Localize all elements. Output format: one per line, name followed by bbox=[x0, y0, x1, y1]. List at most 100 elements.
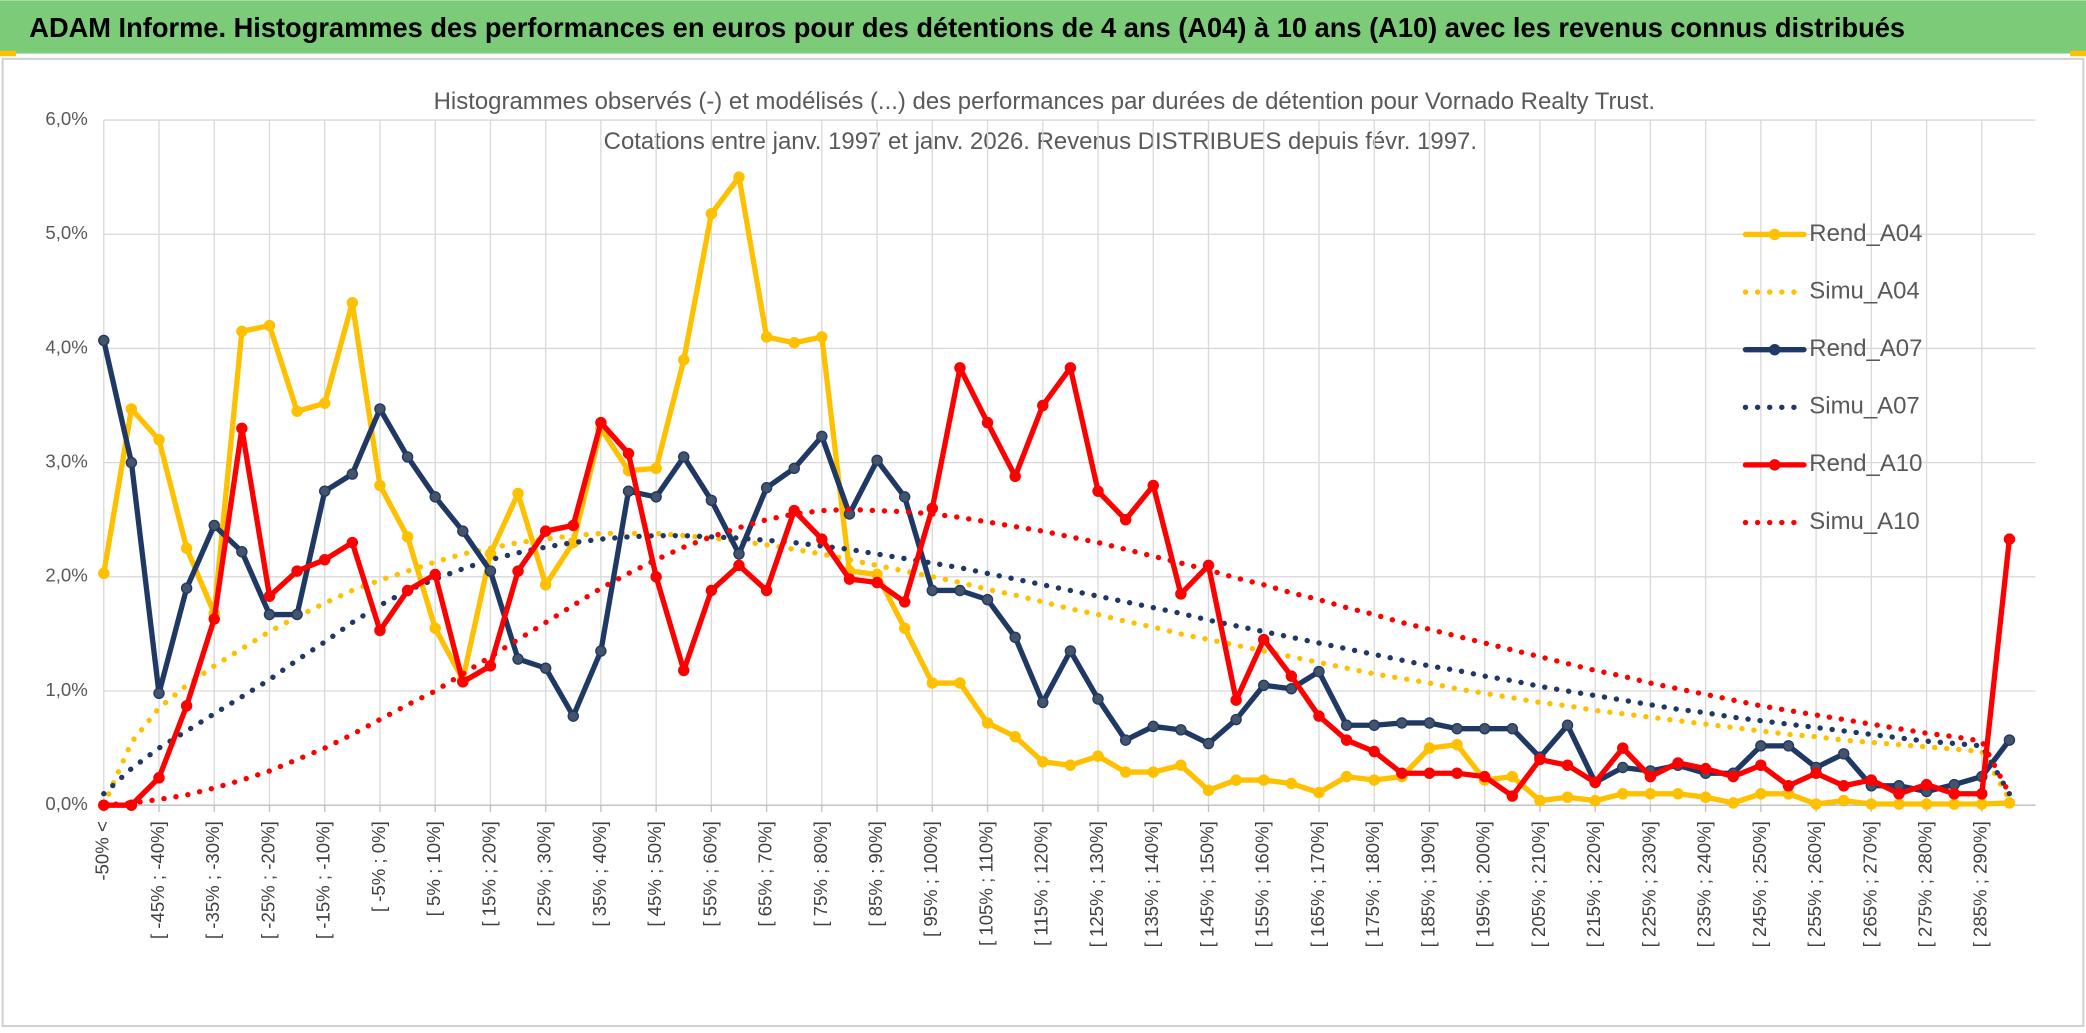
point bbox=[153, 687, 165, 700]
x-tick-label: -50% < bbox=[92, 821, 113, 880]
point bbox=[539, 579, 552, 591]
point bbox=[1340, 770, 1353, 783]
point bbox=[1506, 770, 1519, 783]
point bbox=[1451, 722, 1463, 735]
point bbox=[153, 434, 165, 446]
point bbox=[180, 700, 193, 712]
x-tick-label: [ 5% ; 10%] bbox=[423, 821, 444, 916]
point bbox=[1672, 788, 1684, 800]
x-tick-label: [ 15% ; 20%] bbox=[478, 821, 499, 927]
point bbox=[153, 772, 165, 784]
point bbox=[1617, 761, 1629, 774]
x-tick-label: [ 75% ; 80%] bbox=[810, 821, 831, 927]
point bbox=[1064, 759, 1077, 771]
point bbox=[705, 584, 718, 597]
x-tick-label: [ 185% ; 190%] bbox=[1417, 821, 1438, 947]
point bbox=[236, 545, 248, 558]
x-tick-label: [ 135% ; 140%] bbox=[1141, 821, 1162, 947]
point bbox=[1147, 479, 1159, 492]
point bbox=[318, 397, 331, 409]
point bbox=[429, 568, 441, 581]
point bbox=[843, 573, 856, 585]
point bbox=[1561, 759, 1574, 771]
point bbox=[1561, 791, 1574, 803]
point bbox=[1258, 633, 1270, 646]
x-tick-label: [ 165% ; 170%] bbox=[1307, 821, 1328, 947]
x-tick-label: [ 265% ; 270%] bbox=[1859, 821, 1880, 947]
y-tick-label: 1,0% bbox=[45, 679, 87, 700]
point bbox=[98, 567, 110, 580]
point bbox=[2003, 797, 2016, 809]
point bbox=[1920, 798, 1933, 810]
x-tick-label: [ -35% ; -30%] bbox=[202, 821, 223, 939]
x-tick-label: [ 145% ; 150%] bbox=[1196, 821, 1217, 947]
point bbox=[236, 325, 248, 338]
point bbox=[1451, 738, 1463, 751]
point bbox=[180, 542, 193, 554]
point bbox=[1423, 767, 1436, 779]
point bbox=[1313, 710, 1325, 722]
legend-marker bbox=[1768, 343, 1781, 356]
point bbox=[291, 565, 303, 577]
point bbox=[981, 416, 994, 429]
point bbox=[1534, 753, 1546, 766]
point bbox=[678, 664, 690, 677]
point bbox=[1202, 784, 1215, 797]
point bbox=[1368, 745, 1380, 758]
point bbox=[595, 416, 607, 429]
point bbox=[1782, 780, 1795, 792]
x-tick-label: [ 35% ; 40%] bbox=[589, 821, 610, 927]
point bbox=[1727, 797, 1739, 809]
point bbox=[650, 571, 662, 583]
x-tick-label: [ 195% ; 200%] bbox=[1473, 821, 1494, 947]
point bbox=[318, 553, 331, 566]
point bbox=[898, 491, 911, 503]
point bbox=[733, 171, 745, 183]
point bbox=[2003, 734, 2016, 746]
legend-marker bbox=[1768, 228, 1781, 241]
y-tick-label: 5,0% bbox=[45, 222, 87, 243]
point bbox=[595, 645, 607, 657]
point bbox=[1755, 740, 1767, 752]
point bbox=[1561, 719, 1574, 731]
x-tick-label: [ 155% ; 160%] bbox=[1252, 821, 1273, 947]
point bbox=[1340, 719, 1353, 731]
legend-label: Rend_A04 bbox=[1809, 220, 1922, 247]
point bbox=[125, 403, 138, 415]
x-tick-label: [ -5% ; 0%] bbox=[368, 821, 389, 912]
x-tick-label: [ 115% ; 120%] bbox=[1031, 821, 1052, 946]
x-tick-label: [ 105% ; 110%] bbox=[975, 821, 996, 946]
point bbox=[539, 662, 552, 674]
x-tick-label: [ 125% ; 130%] bbox=[1086, 821, 1107, 947]
point bbox=[1672, 757, 1684, 769]
point bbox=[1092, 750, 1104, 762]
point bbox=[1037, 696, 1049, 709]
model-line bbox=[101, 530, 2013, 808]
point bbox=[1202, 737, 1215, 750]
point bbox=[954, 362, 966, 374]
point bbox=[1451, 767, 1463, 779]
point bbox=[678, 354, 690, 366]
point bbox=[318, 485, 331, 497]
point bbox=[1976, 788, 1988, 800]
point bbox=[1699, 791, 1712, 803]
y-tick-label: 3,0% bbox=[45, 451, 87, 472]
legend-label: Simu_A07 bbox=[1809, 393, 1919, 420]
point bbox=[1837, 748, 1850, 760]
point bbox=[1147, 766, 1159, 778]
x-tick-label: [ 285% ; 290%] bbox=[1970, 821, 1991, 947]
point bbox=[788, 337, 800, 349]
point bbox=[788, 504, 800, 517]
x-tick-label: [ 235% ; 240%] bbox=[1694, 821, 1715, 947]
data-line bbox=[101, 365, 2013, 808]
x-tick-label: [ 85% ; 90%] bbox=[865, 821, 886, 927]
point bbox=[1782, 740, 1795, 752]
x-tick-label: [ 205% ; 210%] bbox=[1528, 821, 1549, 947]
point bbox=[650, 491, 662, 503]
point bbox=[1506, 722, 1519, 735]
x-tick-label: [ 65% ; 70%] bbox=[755, 821, 776, 927]
point bbox=[981, 593, 994, 606]
y-tick-label: 6,0% bbox=[45, 108, 87, 129]
point bbox=[1810, 767, 1822, 779]
point bbox=[1230, 713, 1242, 726]
